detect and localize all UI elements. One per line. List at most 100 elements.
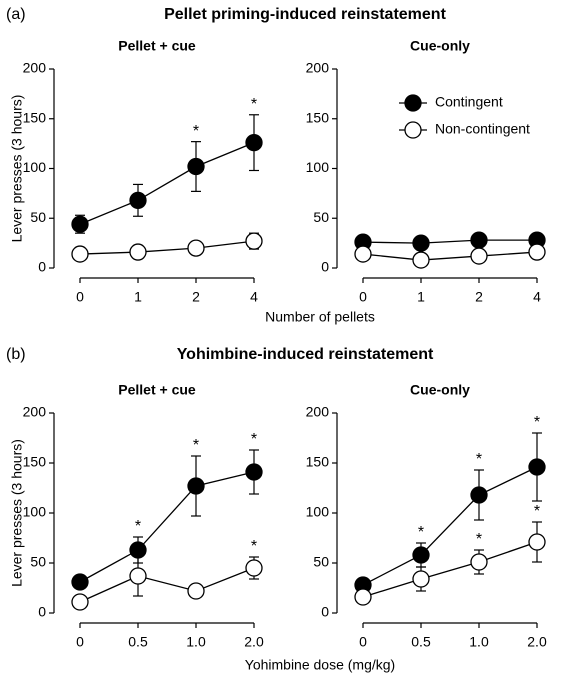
y-tick-label: 100 <box>23 159 47 175</box>
data-point <box>412 570 430 588</box>
data-point <box>528 458 546 476</box>
y-axis-label: Lever presses (3 hours) <box>9 439 25 587</box>
x-tick-label: 0 <box>359 634 367 650</box>
data-point <box>245 463 263 481</box>
x-tick-label: 1.0 <box>186 634 206 650</box>
y-tick-label: 200 <box>306 404 330 420</box>
data-point <box>129 541 147 559</box>
x-tick-label: 2.0 <box>527 634 547 650</box>
x-tick-label: 0 <box>359 289 367 305</box>
y-tick-label: 50 <box>313 209 329 225</box>
x-tick-label: 0.5 <box>411 634 431 650</box>
y-tick-label: 150 <box>306 109 330 125</box>
y-tick-label: 200 <box>23 60 47 76</box>
data-point <box>129 191 147 209</box>
x-tick-label: 0 <box>76 289 84 305</box>
data-point <box>354 245 372 263</box>
y-tick-label: 0 <box>321 259 329 275</box>
y-tick-label: 50 <box>313 554 329 570</box>
significance-mark: * <box>418 548 424 565</box>
significance-mark: * <box>135 518 141 535</box>
data-point <box>245 232 263 250</box>
x-tick-label: 1.0 <box>469 634 489 650</box>
legend-label: Contingent <box>435 94 503 110</box>
data-point <box>129 243 147 261</box>
series-line <box>79 471 255 583</box>
section-title: Yohimbine-induced reinstatement <box>177 346 434 363</box>
y-axis-label: Lever presses (3 hours) <box>9 95 25 243</box>
series-line <box>362 541 538 598</box>
section-label: (b) <box>6 346 26 363</box>
data-point <box>528 533 546 551</box>
series-line <box>79 240 255 255</box>
data-point <box>412 251 430 269</box>
y-tick-label: 100 <box>306 504 330 520</box>
series-line <box>362 466 538 586</box>
significance-mark: * <box>193 437 199 454</box>
y-tick-label: 100 <box>23 504 47 520</box>
panel-title: Cue-only <box>410 38 470 54</box>
x-tick-label: 4 <box>250 289 258 305</box>
significance-mark: * <box>534 414 540 431</box>
data-point <box>412 546 430 564</box>
significance-mark: * <box>193 123 199 140</box>
y-tick-label: 150 <box>23 109 47 125</box>
x-tick-label: 1 <box>134 289 142 305</box>
series-line <box>362 251 538 261</box>
data-point <box>245 559 263 577</box>
legend-marker <box>404 121 422 139</box>
series-line <box>79 567 255 603</box>
significance-mark: * <box>251 431 257 448</box>
data-point <box>187 157 205 176</box>
significance-mark: * <box>534 503 540 520</box>
data-point <box>470 486 488 504</box>
data-point <box>412 234 430 252</box>
significance-mark: * <box>251 96 257 113</box>
panel-title: Pellet + cue <box>118 382 196 398</box>
x-tick-label: 1 <box>417 289 425 305</box>
data-point <box>470 553 488 571</box>
y-tick-label: 0 <box>38 604 46 620</box>
legend-marker <box>404 94 422 112</box>
x-tick-label: 2 <box>475 289 483 305</box>
significance-mark: * <box>418 524 424 541</box>
x-axis-label: Yohimbine dose (mg/kg) <box>245 657 395 673</box>
data-point <box>354 588 372 606</box>
x-tick-label: 4 <box>533 289 541 305</box>
y-tick-label: 200 <box>23 404 47 420</box>
significance-mark: * <box>476 451 482 468</box>
data-point <box>187 239 205 257</box>
significance-mark: * <box>476 531 482 548</box>
y-tick-label: 200 <box>306 60 330 76</box>
data-point <box>187 582 205 600</box>
y-tick-label: 0 <box>321 604 329 620</box>
y-tick-label: 100 <box>306 159 330 175</box>
data-point <box>470 247 488 265</box>
data-point <box>187 477 205 495</box>
data-point <box>71 593 89 611</box>
section-title: Pellet priming-induced reinstatement <box>164 6 447 23</box>
panel-title: Cue-only <box>410 382 470 398</box>
data-point <box>129 567 147 585</box>
significance-mark: * <box>251 538 257 555</box>
section-label: (a) <box>6 6 26 23</box>
y-tick-label: 150 <box>306 454 330 470</box>
x-tick-label: 0.5 <box>128 634 148 650</box>
series-line <box>79 142 255 225</box>
data-point <box>71 245 89 263</box>
x-tick-label: 2.0 <box>244 634 264 650</box>
y-tick-label: 0 <box>38 259 46 275</box>
data-point <box>470 231 488 249</box>
data-point <box>528 243 546 261</box>
y-tick-label: 150 <box>23 454 47 470</box>
x-axis-label: Number of pellets <box>265 309 375 325</box>
y-tick-label: 50 <box>30 209 46 225</box>
data-point <box>245 133 263 152</box>
x-tick-label: 0 <box>76 634 84 650</box>
data-point <box>71 215 89 233</box>
panel-title: Pellet + cue <box>118 38 196 54</box>
data-point <box>71 573 89 591</box>
legend-label: Non-contingent <box>435 121 530 137</box>
series-line <box>362 239 537 244</box>
